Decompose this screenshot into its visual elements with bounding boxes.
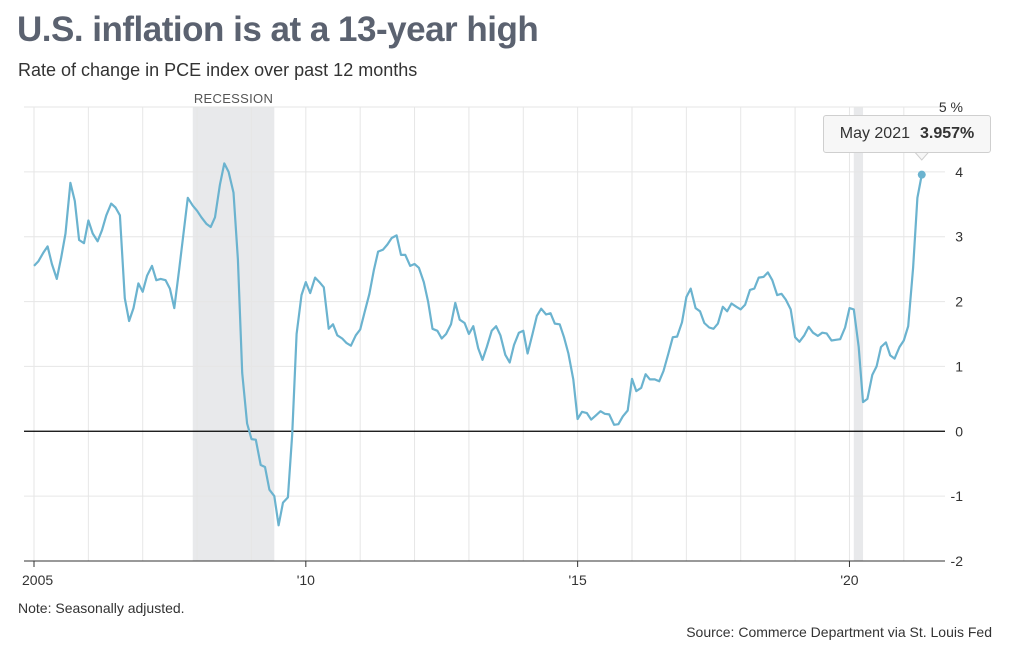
- tooltip-date: May 2021: [839, 125, 910, 142]
- y-tick-label: -1: [951, 488, 964, 504]
- tooltip-value: 3.957%: [920, 125, 975, 142]
- grid-lines: [24, 106, 945, 562]
- x-tick-label: 2005: [22, 572, 53, 588]
- highlight-point: [917, 170, 926, 179]
- chart-subtitle: Rate of change in PCE index over past 12…: [18, 60, 418, 80]
- x-tick-label: '15: [569, 572, 587, 588]
- y-tick-label: 5 %: [939, 99, 963, 115]
- footnote: Note: Seasonally adjusted.: [18, 600, 185, 616]
- x-tick-label: '10: [297, 572, 315, 588]
- y-tick-label: 0: [955, 423, 963, 439]
- y-tick-label: 4: [955, 164, 963, 180]
- chart-title: U.S. inflation is at a 13-year high: [17, 10, 539, 49]
- y-tick-label: 1: [955, 358, 963, 374]
- series-layer: [33, 151, 930, 527]
- recession-band: [192, 107, 275, 561]
- recession-bands: RECESSION: [192, 91, 864, 561]
- recession-label: RECESSION: [194, 91, 273, 106]
- source-credit: Source: Commerce Department via St. Loui…: [686, 624, 992, 640]
- tick-labels: 5 % 4 3 2 1 0 -1 -2 2005 '10 '15 '20: [22, 99, 963, 588]
- y-tick-label: 2: [955, 294, 963, 310]
- recession-band: [853, 107, 864, 561]
- hover-tooltip: May 2021 3.957%: [823, 115, 991, 153]
- tooltip-pointer: [913, 151, 930, 161]
- x-tick-label: '20: [840, 572, 858, 588]
- y-tick-label: -2: [951, 553, 964, 569]
- axes: [24, 430, 945, 567]
- series-line: [33, 162, 923, 527]
- y-tick-label: 3: [955, 229, 963, 245]
